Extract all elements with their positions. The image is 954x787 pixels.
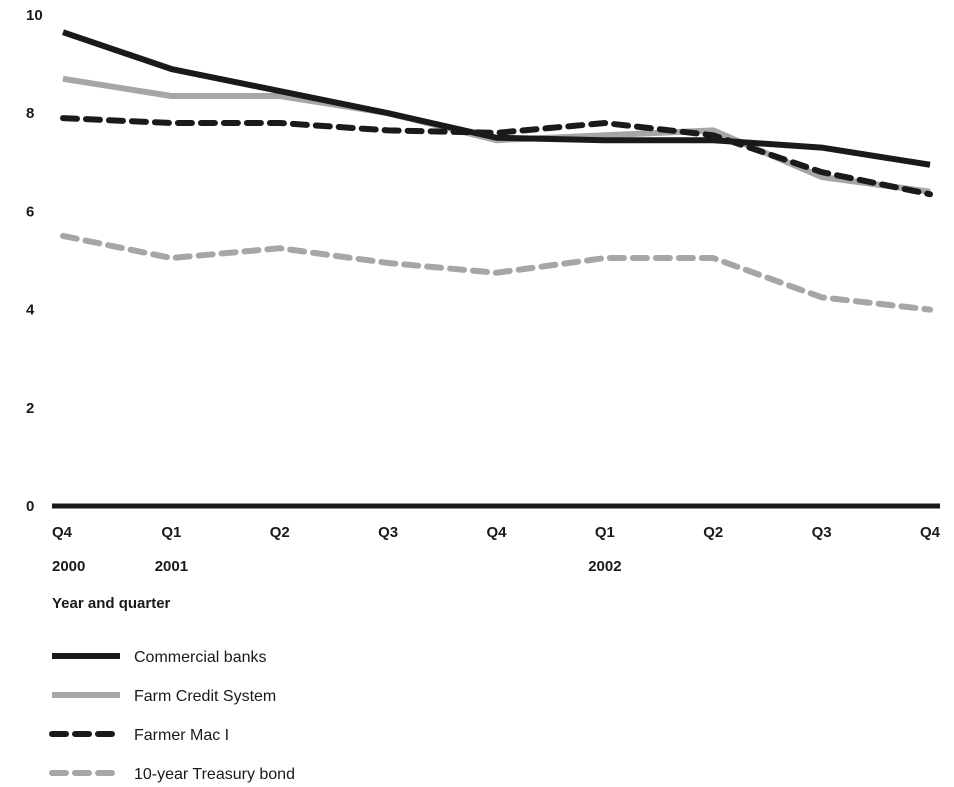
x-year-label: 2001 — [155, 558, 188, 575]
y-tick-label: 4 — [26, 302, 35, 319]
x-tick-label: Q2 — [703, 524, 723, 541]
y-tick-label: 10 — [26, 7, 43, 24]
x-tick-label: Q1 — [595, 524, 615, 541]
x-axis-year-labels: 2000 2001 2002 — [52, 558, 622, 575]
x-tick-label: Q1 — [161, 524, 181, 541]
x-tick-label: Q2 — [270, 524, 290, 541]
x-tick-label: Q3 — [812, 524, 832, 541]
x-tick-label: Q4 — [486, 524, 507, 541]
x-tick-label: Q3 — [378, 524, 398, 541]
legend-label: Farm Credit System — [134, 688, 276, 705]
series-layer — [60, 29, 933, 313]
x-year-label: 2002 — [588, 558, 621, 575]
series-line-10-year-treasury-bond — [60, 232, 933, 313]
x-tick-label: Q4 — [52, 524, 73, 541]
x-axis-title: Year and quarter — [52, 595, 171, 612]
legend-label: Farmer Mac I — [134, 727, 229, 744]
x-year-label: 2000 — [52, 558, 85, 575]
y-axis-tick-labels: 0 2 4 6 8 10 — [26, 7, 43, 515]
y-tick-label: 6 — [26, 203, 34, 220]
y-tick-label: 0 — [26, 498, 34, 515]
legend-label: Commercial banks — [134, 649, 266, 666]
y-tick-label: 2 — [26, 400, 34, 417]
series-line-commercial-banks — [62, 29, 931, 168]
x-tick-label: Q4 — [920, 524, 941, 541]
legend: Commercial banks Farm Credit System Farmer… — [49, 649, 295, 783]
legend-label: 10-year Treasury bond — [134, 766, 295, 783]
y-tick-label: 8 — [26, 105, 34, 122]
series-line-farmer-mac-i — [60, 115, 933, 198]
x-axis-tick-labels: Q4 Q1 Q2 Q3 Q4 Q1 Q2 Q3 Q4 — [52, 524, 941, 541]
